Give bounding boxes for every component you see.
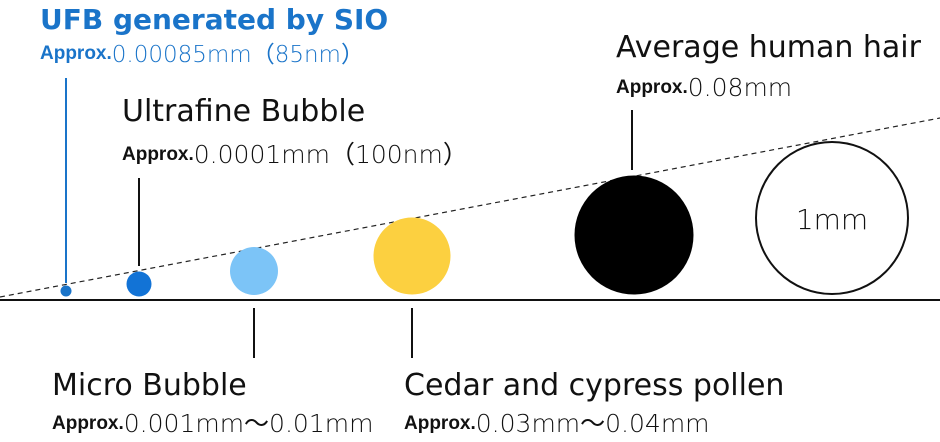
ultrafine-title: Ultrafine Bubble [122,94,366,129]
micro-bubble-circle [230,247,278,295]
pollen-circle [373,217,451,295]
ultrafine-value: 0.0001mm（100nm） [193,140,468,169]
ufb-sio-title: UFB generated by SIO [40,3,389,36]
hair-approx: Approx. [616,77,688,98]
ufb-sio-approx: Approx. [40,43,112,64]
micro-size: Approx.0.001mm～0.01mm [52,411,373,436]
human-hair-circle [574,175,694,295]
scale-dashed-line [0,117,940,298]
hair-value: 0.08mm [687,73,793,102]
ultrafine-circle [126,271,152,297]
pollen-title: Cedar and cypress pollen [404,368,785,403]
ultrafine-approx: Approx. [122,144,194,165]
micro-value: 0.001mm～0.01mm [123,409,374,438]
ufb-sio-circle [60,285,72,297]
pollen-value: 0.03mm～0.04mm [475,409,710,438]
one-mm-label: 1mm [796,203,868,236]
pollen-approx: Approx. [404,413,476,434]
hair-title: Average human hair [616,30,921,65]
micro-approx: Approx. [52,413,124,434]
ufb-sio-value: 0.00085mm（85nm） [111,42,364,68]
hair-size: Approx.0.08mm [616,75,792,100]
one-mm-circle [755,141,909,295]
micro-title: Micro Bubble [52,368,247,403]
ultrafine-size: Approx.0.0001mm（100nm） [122,142,468,167]
ufb-sio-size: Approx.0.00085mm（85nm） [40,44,364,67]
pollen-size: Approx.0.03mm～0.04mm [404,411,710,436]
